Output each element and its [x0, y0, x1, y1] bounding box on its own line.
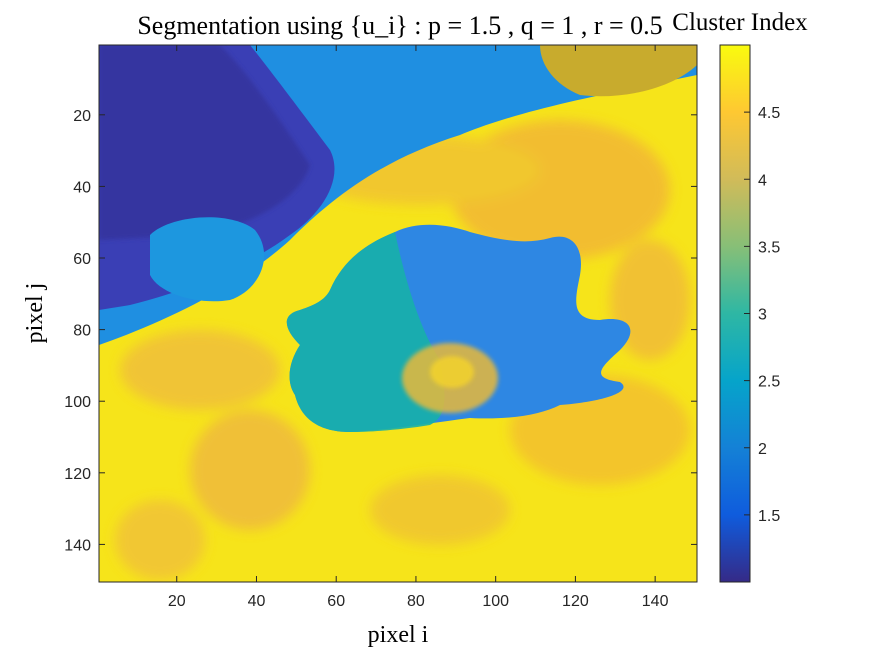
y-axis-ticks: 20 40 60 80 100 120 140: [64, 108, 697, 554]
x-axis-ticks: 20 40 60 80 100 120 140: [168, 45, 669, 610]
colorbar-tick-label: 2: [758, 441, 767, 458]
y-tick-label: 80: [73, 323, 91, 340]
colorbar-ticks: 1.5 2 2.5 3 3.5 4 4.5: [744, 105, 780, 525]
y-tick-label: 60: [73, 251, 91, 268]
y-tick-label: 120: [64, 466, 91, 483]
x-axis-label: pixel i: [368, 622, 429, 648]
sky-dark-blue-core: [99, 45, 310, 240]
colorbar-tick-label: 1.5: [758, 508, 780, 525]
y-axis-label: pixel j: [22, 283, 48, 344]
colorbar-tick-label: 4: [758, 172, 767, 189]
sky-patch: [150, 217, 265, 302]
olive-patch: [540, 45, 697, 97]
x-tick-label: 40: [248, 593, 266, 610]
x-tick-label: 60: [327, 593, 345, 610]
flower-center-inner: [430, 356, 474, 388]
y-tick-label: 20: [73, 108, 91, 125]
colorbar-tick-label: 4.5: [758, 105, 780, 122]
x-tick-label: 120: [562, 593, 589, 610]
colorbar-tick-label: 3.5: [758, 239, 780, 256]
colorbar-tick-label: 2.5: [758, 374, 780, 391]
title-text: Segmentation using {u_i} : p = 1.5 , q =…: [137, 11, 662, 40]
y-tick-label: 100: [64, 394, 91, 411]
heatmap-image: [99, 45, 697, 582]
colorbar-tick-label: 3: [758, 307, 767, 324]
x-tick-label: 80: [407, 593, 425, 610]
chart-title: Segmentation using {u_i} : p = 1.5 , q =…: [137, 11, 662, 40]
x-tick-label: 20: [168, 593, 186, 610]
colorbar-title: Cluster Index: [672, 9, 808, 36]
plot-frame: [98, 44, 698, 583]
y-tick-label: 140: [64, 537, 91, 554]
x-tick-label: 100: [482, 593, 509, 610]
colorbar: 1.5 2 2.5 3 3.5 4 4.5 Cluster Index: [672, 9, 808, 583]
y-tick-label: 40: [73, 179, 91, 196]
x-tick-label: 140: [642, 593, 669, 610]
